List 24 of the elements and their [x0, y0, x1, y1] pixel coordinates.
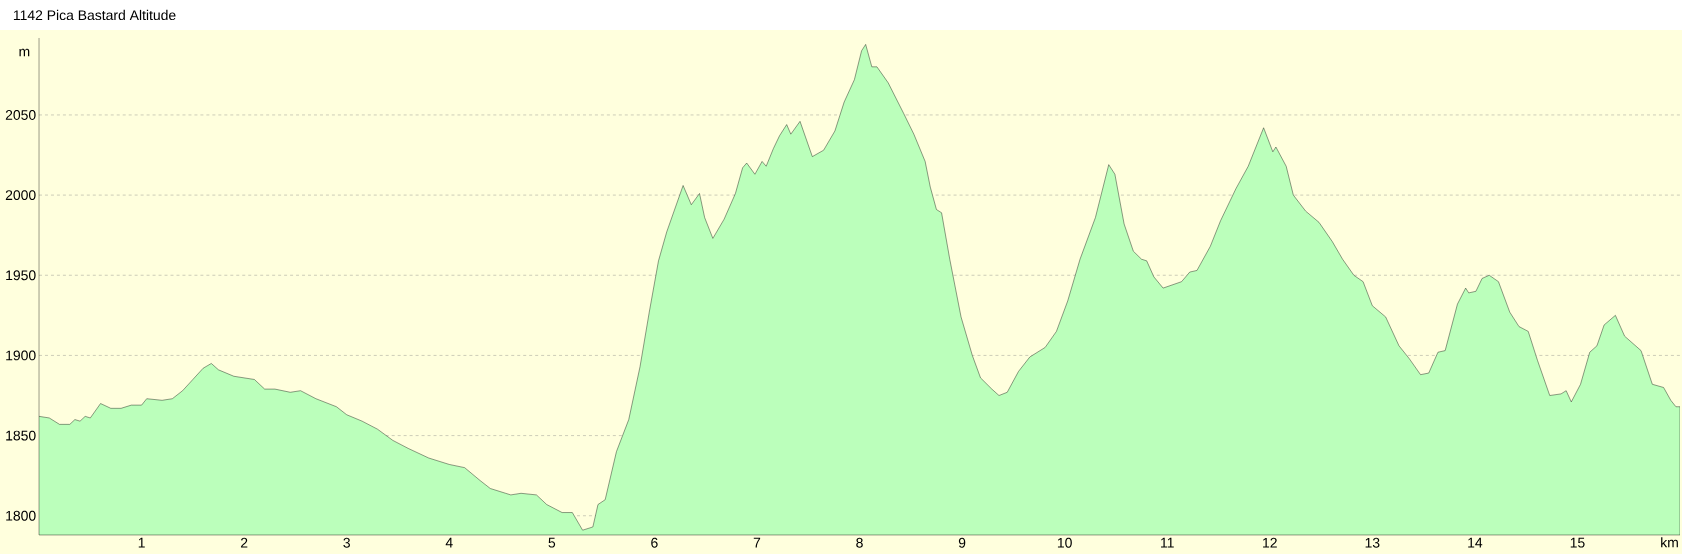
- y-tick-label: 1900: [6, 350, 36, 361]
- x-tick-label: 14: [1468, 537, 1483, 548]
- y-tick-label: 2050: [5, 109, 36, 120]
- x-tick-label: 8: [856, 537, 863, 548]
- x-tick-label: 6: [651, 537, 658, 548]
- x-tick-label: 10: [1057, 537, 1072, 548]
- x-tick-label: 13: [1365, 537, 1380, 548]
- x-tick-label: 2: [240, 537, 248, 548]
- x-tick-label: 1: [138, 537, 145, 548]
- y-tick-label: 1950: [6, 270, 36, 281]
- y-axis-title: m: [19, 48, 30, 57]
- x-tick-label: 4: [445, 537, 453, 548]
- x-tick-label: 3: [343, 537, 350, 548]
- x-axis-title: km: [1661, 537, 1678, 548]
- y-tick-label: 1850: [6, 430, 36, 441]
- x-tick-label: 11: [1161, 537, 1174, 548]
- y-tick-label: 1800: [6, 510, 36, 521]
- x-tick-label: 15: [1570, 537, 1585, 548]
- x-tick-label: 7: [753, 537, 761, 548]
- x-tick-label: 5: [548, 537, 556, 548]
- chart-title: 1142 Pica Bastard Altitude: [13, 9, 176, 21]
- y-tick-label: 2000: [5, 190, 36, 201]
- x-tick-label: 12: [1263, 537, 1277, 548]
- x-tick-label: 9: [958, 537, 966, 548]
